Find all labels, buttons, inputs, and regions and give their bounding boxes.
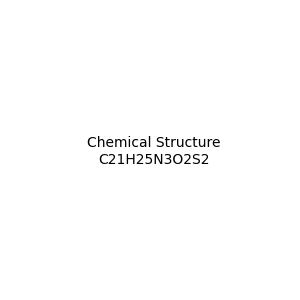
Text: Chemical Structure
C21H25N3O2S2: Chemical Structure C21H25N3O2S2 — [87, 136, 220, 166]
